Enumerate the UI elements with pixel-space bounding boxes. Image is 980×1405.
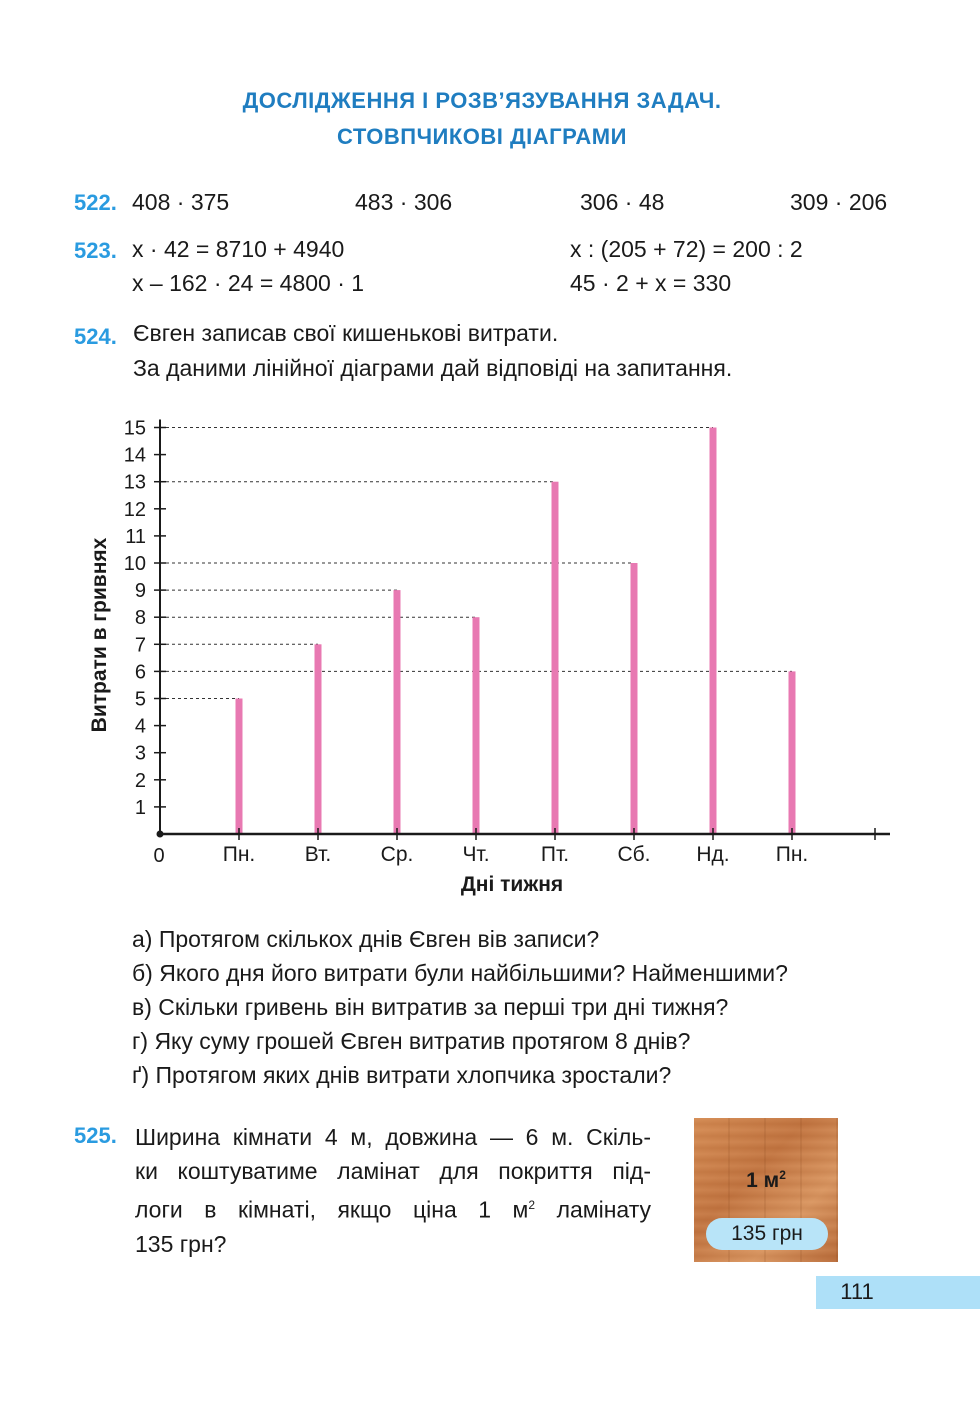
task-525-line-4: 135 грн?: [135, 1230, 227, 1257]
x-tick-label: Ср.: [381, 843, 414, 866]
bar: [314, 644, 322, 834]
y-tick-label: 2: [135, 770, 146, 792]
bar: [235, 698, 243, 834]
y-tick-label: 8: [135, 607, 146, 629]
task-524-number: 524.: [74, 324, 117, 349]
y-axis-label: Витрати в гривнях: [88, 537, 111, 732]
question-b: б) Якого дня його витрати були найбільши…: [132, 960, 788, 986]
y-tick-label: 6: [135, 661, 146, 683]
y-tick-label: 1: [135, 797, 146, 819]
x-tick-label: Пн.: [223, 843, 256, 866]
task-525-line-3-sup: 2: [528, 1198, 536, 1212]
bar: [393, 590, 401, 834]
laminate-area-label: 1 м2: [694, 1168, 838, 1193]
task-525-number: 525.: [74, 1123, 117, 1148]
task-525-line-3a: логи в кімнаті, якщо ціна 1 м: [135, 1196, 529, 1223]
task-522-number: 522.: [74, 190, 117, 215]
question-g: г) Яку суму грошей Євген витратив протяг…: [132, 1028, 691, 1054]
task-523-equation-2: x : (205 + 72) = 200 : 2: [570, 236, 803, 262]
task-522-expr-2: 483 · 306: [355, 189, 453, 215]
page-number: 111: [840, 1279, 874, 1304]
x-tick-label: Нд.: [696, 843, 729, 866]
laminate-area-sup: 2: [779, 1168, 786, 1182]
laminate-image: 1 м2 135 грн: [694, 1118, 838, 1262]
y-tick-label: 4: [135, 716, 146, 738]
question-a: а) Протягом скількох днів Євген вів запи…: [132, 926, 600, 952]
y-tick-label: 11: [125, 526, 146, 548]
y-tick-label: 5: [135, 689, 146, 711]
task-523-equation-4: 45 · 2 + x = 330: [570, 270, 732, 296]
task-523-equation-1: x · 42 = 8710 + 4940: [132, 236, 345, 262]
y-tick-label: 14: [124, 445, 146, 467]
origin-label: 0: [153, 845, 164, 867]
bar: [709, 427, 717, 834]
laminate-area-text: 1 м: [746, 1169, 780, 1192]
chart-guide-lines: [160, 427, 792, 699]
x-tick-label: Вт.: [305, 843, 331, 866]
y-tick-label: 9: [135, 580, 146, 602]
page-number-tab: [816, 1276, 980, 1309]
chart-axes: [156, 419, 890, 840]
question-v: в) Скільки гривень він витратив за перші…: [132, 994, 729, 1020]
y-tick-label: 3: [135, 743, 146, 765]
task-525-line-1: Ширина кімнати 4 м, довжина — 6 м. Скіль…: [135, 1124, 651, 1150]
x-tick-label: Чт.: [462, 843, 489, 866]
y-tick-label: 15: [124, 418, 146, 440]
task-522-expr-1: 408 · 375: [132, 189, 230, 215]
laminate-price-badge: 135 грн: [706, 1218, 828, 1250]
x-tick-label: Сб.: [617, 843, 650, 866]
y-tick-label: 7: [135, 634, 146, 656]
bar: [788, 671, 796, 834]
section-title-line1: ДОСЛІДЖЕННЯ І РОЗВ’ЯЗУВАННЯ ЗАДАЧ.: [242, 88, 722, 113]
y-tick-label: 12: [124, 499, 146, 521]
bar: [472, 617, 480, 834]
chart-bars: [235, 427, 796, 834]
x-axis-label: Дні тижня: [461, 873, 563, 896]
x-tick-label: Пт.: [541, 843, 569, 866]
section-title-line2: СТОВПЧИКОВІ ДІАГРАМИ: [337, 124, 627, 149]
task-524-line-2: За даними лінійної діаграми дай відповід…: [133, 355, 733, 381]
task-523-number: 523.: [74, 238, 117, 263]
task-522-expr-4: 309 · 206: [790, 189, 888, 215]
question-gg: ґ) Протягом яких днів витрати хлопчика з…: [132, 1062, 672, 1088]
y-tick-label: 10: [124, 553, 146, 575]
x-tick-label: Пн.: [776, 843, 809, 866]
task-523-equation-3: x – 162 · 24 = 4800 · 1: [132, 270, 365, 296]
task-525-line-3b: ламінату: [535, 1196, 651, 1223]
origin-dot: [156, 830, 164, 838]
y-tick-label: 13: [124, 472, 146, 494]
task-522-expr-3: 306 · 48: [580, 189, 665, 215]
bar: [551, 481, 559, 834]
task-525-line-2: ки коштуватиме ламінат для покриття під-: [135, 1158, 651, 1184]
task-525-line-3: логи в кімнаті, якщо ціна 1 м2 ламінату: [135, 1188, 651, 1227]
bar: [630, 563, 638, 834]
task-525-text: Ширина кімнати 4 м, довжина — 6 м. Скіль…: [135, 1120, 651, 1261]
chart-x-tick-labels: Пн. Вт. Ср. Чт. Пт. Сб. Нд. Пн.: [223, 828, 809, 866]
task-524-line-1: Євген записав свої кишенькові витрати.: [133, 320, 559, 346]
